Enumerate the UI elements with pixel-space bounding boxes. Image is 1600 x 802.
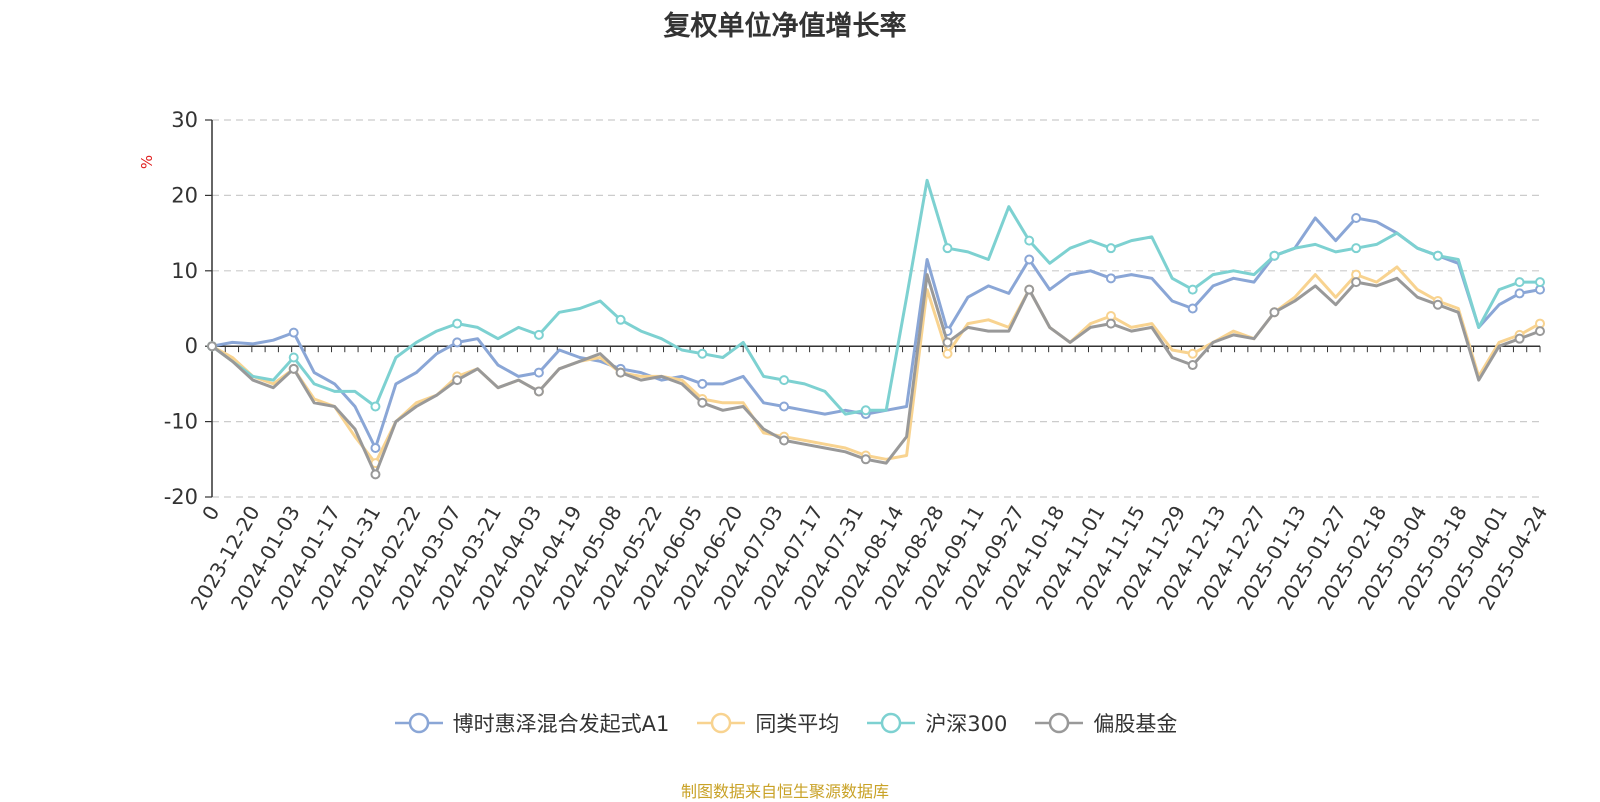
data-point xyxy=(1024,235,1035,246)
data-point xyxy=(615,367,626,378)
source-note: 制图数据来自恒生聚源数据库 xyxy=(680,782,889,801)
legend-item[interactable]: 沪深300 xyxy=(865,708,1007,738)
data-point xyxy=(1187,360,1198,371)
data-point xyxy=(1105,243,1116,254)
y-tick-label: -10 xyxy=(164,410,198,434)
data-point xyxy=(1432,299,1443,310)
data-point xyxy=(615,314,626,325)
data-point xyxy=(533,367,544,378)
series-line-1 xyxy=(211,265,1541,465)
data-point xyxy=(1187,303,1198,314)
legend-label: 偏股基金 xyxy=(1093,712,1178,736)
data-point xyxy=(1351,277,1362,288)
series-line-0 xyxy=(211,216,1541,450)
legend: 博时惠泽混合发起式A1 同类平均 沪深300 偏股基金 xyxy=(0,708,1570,738)
series-line-3 xyxy=(211,273,1541,476)
x-tick-label: 0 xyxy=(197,502,224,525)
data-point xyxy=(942,243,953,254)
y-tick-label: 20 xyxy=(171,183,198,207)
data-point xyxy=(1535,326,1545,337)
data-point xyxy=(1535,277,1545,288)
data-point xyxy=(779,401,790,412)
series-line-2 xyxy=(211,178,1540,416)
data-point xyxy=(370,442,381,453)
legend-swatch-icon xyxy=(1035,712,1084,734)
legend-label: 同类平均 xyxy=(755,712,840,736)
data-point xyxy=(207,341,217,352)
legend-item[interactable]: 偏股基金 xyxy=(1033,708,1177,738)
data-point xyxy=(1269,250,1280,261)
data-point xyxy=(288,352,299,363)
y-tick-label: 30 xyxy=(171,108,198,132)
y-tick-label: -20 xyxy=(164,485,198,509)
y-tick-label: 10 xyxy=(171,259,198,283)
data-point xyxy=(1105,273,1116,284)
legend-label: 沪深300 xyxy=(925,712,1008,736)
data-point xyxy=(452,318,463,329)
data-point xyxy=(697,378,708,389)
data-point xyxy=(779,435,790,446)
data-point xyxy=(370,401,381,412)
data-point xyxy=(1187,348,1198,359)
data-point xyxy=(1432,250,1443,261)
data-point xyxy=(1024,254,1035,265)
line-chart: -20-100102030%02023-12-202024-01-032024-… xyxy=(138,108,1552,614)
data-point xyxy=(1024,284,1035,295)
data-point xyxy=(288,327,299,338)
legend-swatch-icon xyxy=(697,712,746,734)
data-point xyxy=(779,375,790,386)
data-point xyxy=(452,375,463,386)
data-point xyxy=(370,469,381,480)
data-point xyxy=(1105,318,1116,329)
legend-swatch-icon xyxy=(394,712,443,734)
data-point xyxy=(452,337,463,348)
legend-item[interactable]: 博时惠泽混合发起式A1 xyxy=(393,708,670,738)
data-point xyxy=(1187,284,1198,295)
data-point xyxy=(533,386,544,397)
data-point xyxy=(697,348,708,359)
data-point xyxy=(533,329,544,340)
legend-item[interactable]: 同类平均 xyxy=(695,708,839,738)
chart-title: 复权单位净值增长率 xyxy=(663,11,907,42)
data-point xyxy=(942,348,953,359)
data-point xyxy=(1514,277,1525,288)
legend-swatch-icon xyxy=(867,712,916,734)
y-tick-label: 0 xyxy=(185,334,198,358)
data-point xyxy=(1351,213,1362,224)
data-point xyxy=(942,337,953,348)
data-point xyxy=(1351,243,1362,254)
data-point xyxy=(860,454,871,465)
data-point xyxy=(860,405,871,416)
data-point xyxy=(1269,307,1280,318)
data-point xyxy=(288,363,299,374)
y-axis-label: % xyxy=(138,155,156,169)
data-point xyxy=(697,397,708,408)
data-point xyxy=(1514,288,1525,299)
legend-label: 博时惠泽混合发起式A1 xyxy=(452,712,670,736)
data-point xyxy=(1514,333,1525,344)
